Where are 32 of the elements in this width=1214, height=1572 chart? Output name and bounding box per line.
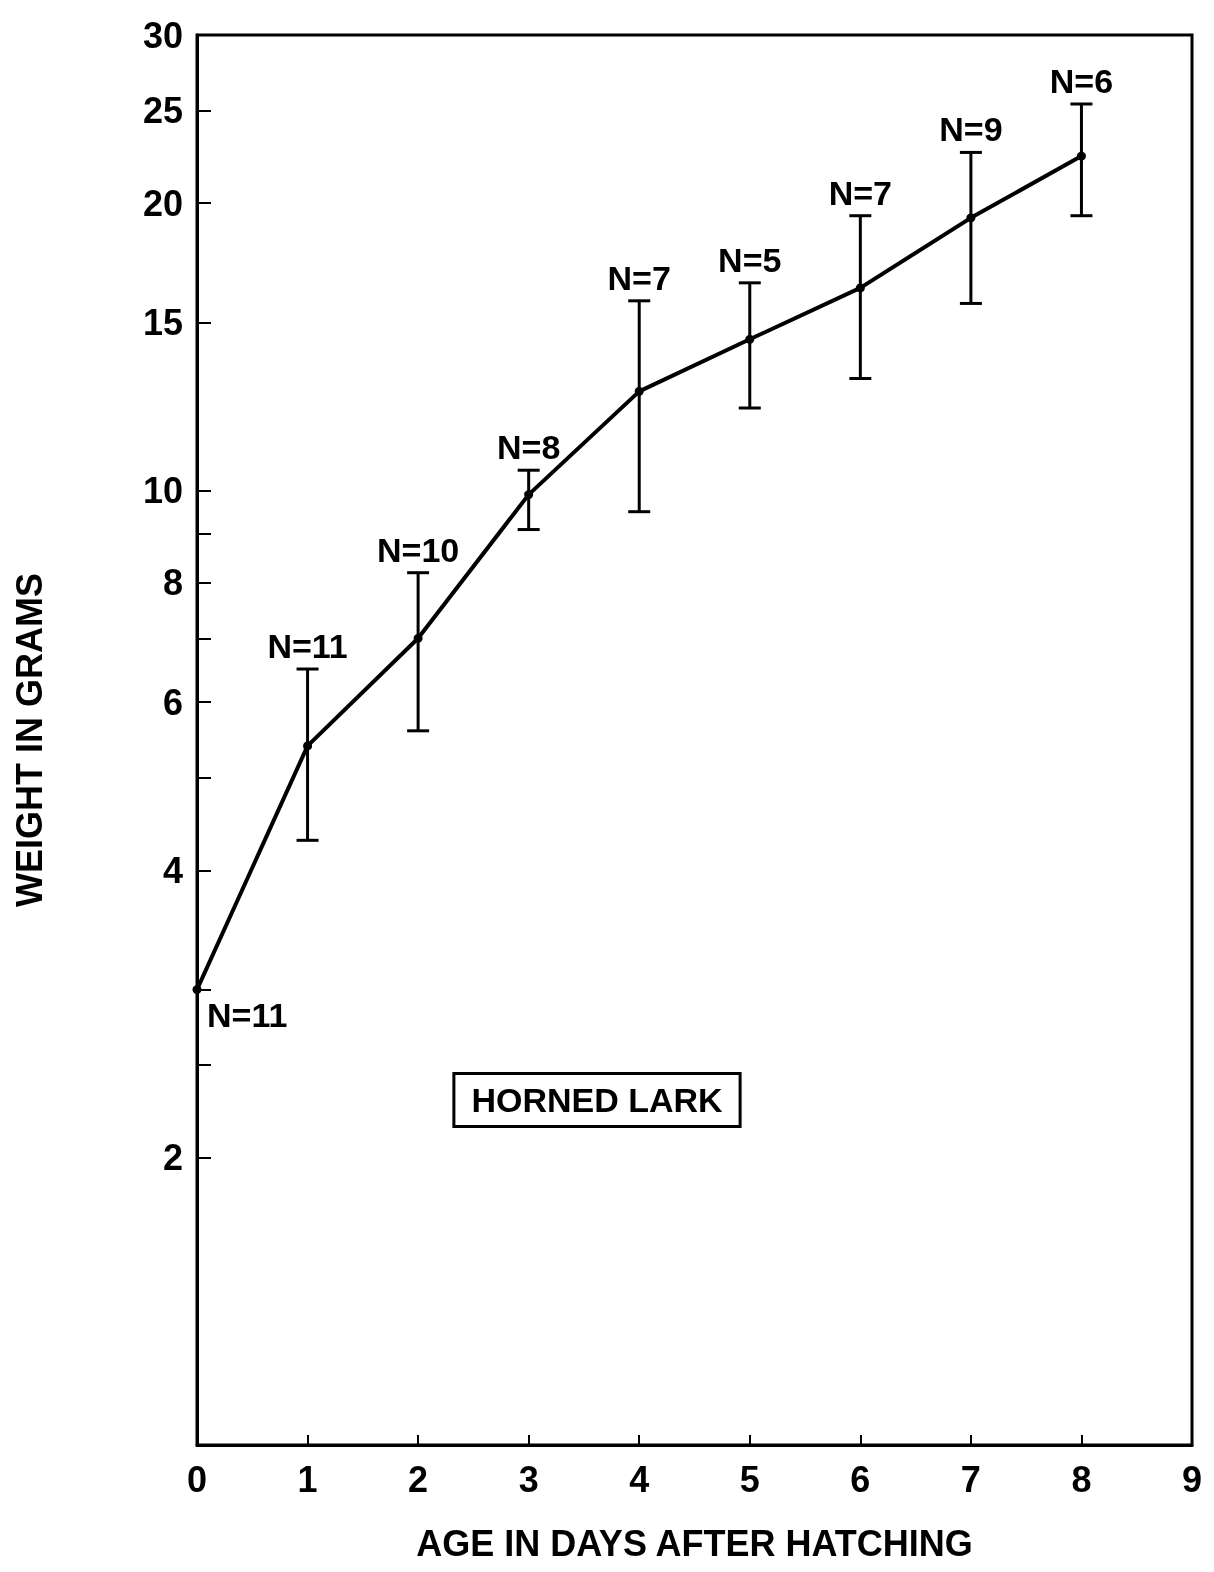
annotation: HORNED LARK bbox=[471, 1081, 724, 1119]
annotation: N=10 bbox=[376, 530, 460, 569]
annotation: N=7 bbox=[607, 258, 671, 297]
x-tick-label: 3 bbox=[518, 1458, 539, 1500]
point bbox=[192, 985, 202, 995]
annotation: N=8 bbox=[497, 428, 561, 467]
x-tick-label: 8 bbox=[1071, 1458, 1092, 1500]
y-tick-label: 20 bbox=[142, 182, 183, 224]
y-tick-label: 4 bbox=[162, 849, 183, 891]
x-tick-label: 5 bbox=[739, 1458, 760, 1500]
annotation: N=11 bbox=[207, 995, 288, 1034]
x-tick-label: 6 bbox=[850, 1458, 871, 1500]
x-tick-label: 7 bbox=[960, 1458, 981, 1500]
y-tick-label: 15 bbox=[142, 301, 183, 343]
y-tick-label: 10 bbox=[142, 469, 183, 511]
y-tick-label: 2 bbox=[162, 1137, 183, 1179]
annotation: N=9 bbox=[939, 110, 1003, 149]
annotation: N=7 bbox=[828, 173, 892, 212]
y-tick-label: 8 bbox=[162, 562, 183, 604]
x-tick-label: 4 bbox=[629, 1458, 650, 1500]
annotation: N=5 bbox=[718, 240, 782, 279]
y-tick-label: 30 bbox=[142, 14, 183, 56]
x-tick-label: 9 bbox=[1181, 1458, 1203, 1500]
y-tick-label: 6 bbox=[162, 681, 183, 723]
annotation: N=6 bbox=[1049, 62, 1114, 100]
x-tick-label: 0 bbox=[186, 1458, 208, 1500]
y-tick-label: 25 bbox=[142, 90, 183, 132]
y-axis-title: WEIGHT IN GRAMS bbox=[8, 573, 50, 907]
x-tick-label: 1 bbox=[297, 1458, 318, 1500]
x-axis-title: AGE IN DAYS AFTER HATCHING bbox=[416, 1522, 973, 1564]
x-tick-label: 2 bbox=[408, 1458, 429, 1500]
annotation: N=11 bbox=[267, 627, 348, 666]
